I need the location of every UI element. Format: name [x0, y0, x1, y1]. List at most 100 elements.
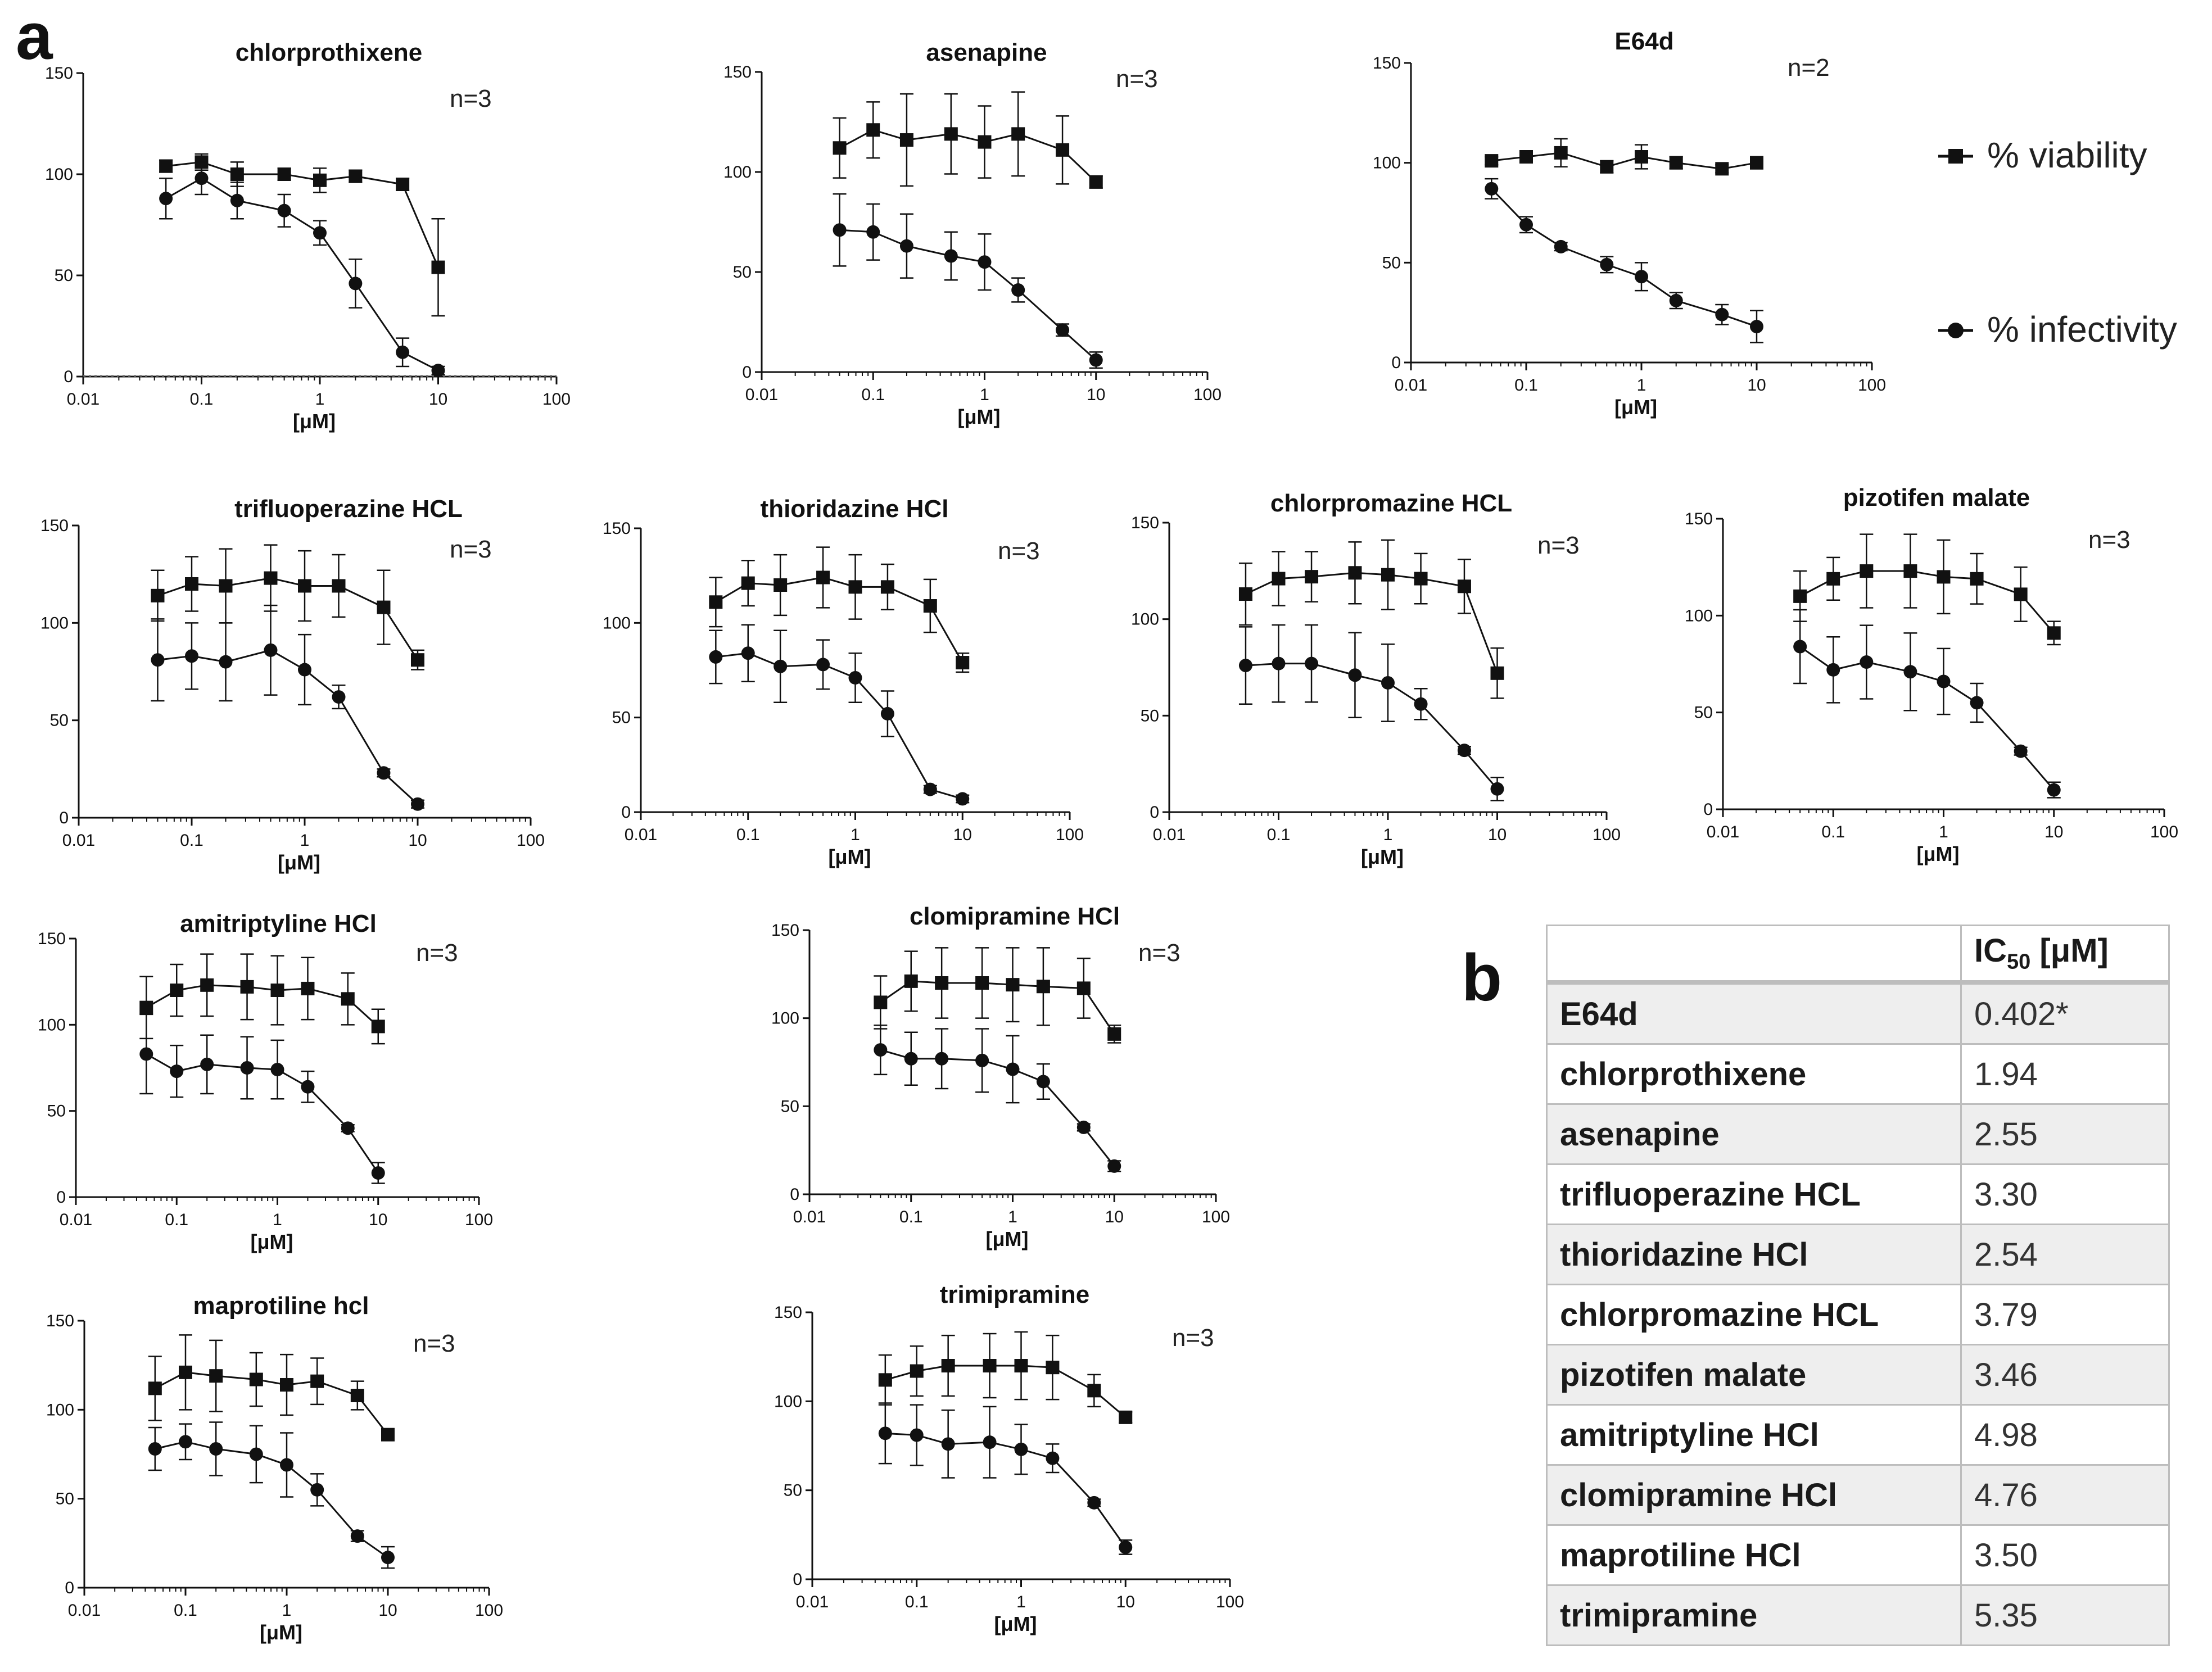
table-cell-drug: thioridazine HCl [1546, 1224, 1962, 1285]
series-infectivity [139, 1013, 385, 1184]
x-tick-label: 100 [1858, 376, 1886, 395]
data-point-circle [2047, 783, 2061, 797]
data-point-square [975, 976, 989, 990]
data-point-circle [1457, 744, 1471, 758]
table-cell-drug: maprotiline HCl [1546, 1524, 1962, 1586]
data-point-circle [249, 1447, 263, 1461]
data-point-square [1272, 572, 1286, 586]
data-point-square [411, 653, 424, 667]
data-point-circle [899, 239, 913, 253]
x-tick-label: 10 [369, 1211, 387, 1229]
data-point-square [899, 133, 913, 147]
data-point-square [1014, 1359, 1028, 1372]
y-tick-label: 50 [50, 712, 69, 730]
ic50-table: IC50 [μM] E64d 0.402* chlorprothixene 1.94… [1546, 925, 2170, 1646]
series-viability [159, 153, 445, 317]
x-tick-label: 1 [1383, 826, 1393, 844]
ic50-header-unit: [μM] [2030, 932, 2109, 969]
data-point-square [240, 980, 254, 994]
chart-0: chlorprothixene n=3 0 50 100 150 0.01 0.1 1 10 100… [45, 39, 571, 433]
data-point-circle [277, 203, 291, 218]
y-tick-label: 100 [1685, 606, 1713, 625]
y-tick-label: 100 [38, 1016, 66, 1034]
data-point-square [350, 1389, 364, 1402]
ic50-table-header: IC50 [μM] [1546, 925, 2170, 985]
x-tick-label: 1 [851, 826, 860, 844]
data-point-circle [1381, 676, 1395, 690]
data-point-circle [866, 225, 880, 239]
x-tick-label: 0.1 [174, 1601, 197, 1620]
data-point-square [1793, 589, 1807, 603]
data-point-circle [371, 1166, 385, 1180]
y-tick-label: 0 [1391, 354, 1401, 372]
data-point-square [1635, 150, 1648, 164]
data-point-circle [1272, 656, 1286, 670]
series-line [880, 1049, 1115, 1167]
series-viability [1238, 539, 1504, 699]
y-tick-label: 150 [45, 64, 73, 83]
x-tick-label: 1 [300, 831, 310, 850]
series-infectivity [151, 604, 424, 811]
table-cell-drug: chlorprothixene [1546, 1043, 1962, 1105]
data-point-circle [179, 1435, 192, 1449]
series-infectivity [833, 193, 1103, 369]
x-axis-label: [μM] [278, 851, 320, 874]
data-point-circle [880, 706, 894, 721]
data-point-square [2014, 587, 2028, 601]
x-tick-label: 100 [517, 831, 545, 850]
panel-label-a: a [16, 0, 53, 74]
y-tick-label: 150 [1685, 510, 1713, 528]
data-point-square [983, 1359, 997, 1372]
data-point-square [1107, 1027, 1121, 1041]
data-point-circle [848, 670, 862, 685]
data-point-circle [978, 255, 992, 269]
data-point-circle [349, 277, 363, 291]
table-cell-drug: trimipramine [1546, 1584, 1962, 1646]
data-point-square [1087, 1384, 1101, 1398]
data-point-circle [280, 1458, 293, 1472]
y-tick-label: 100 [46, 1401, 74, 1419]
y-tick-label: 100 [40, 614, 69, 632]
y-tick-label: 0 [621, 803, 631, 822]
data-point-circle [230, 193, 244, 207]
x-tick-label: 1 [1939, 823, 1948, 841]
x-axis-label: [μM] [1614, 396, 1657, 419]
data-point-square [310, 1374, 324, 1388]
y-tick-label: 0 [790, 1185, 799, 1204]
data-point-square [270, 984, 284, 997]
data-point-circle [1793, 640, 1807, 654]
data-point-square [1006, 978, 1020, 992]
data-point-circle [185, 649, 198, 663]
data-point-circle [1485, 182, 1499, 196]
data-point-square [280, 1378, 293, 1392]
table-cell-ic50: 3.50 [1960, 1524, 2170, 1586]
data-point-circle [1348, 668, 1362, 682]
data-point-square [1238, 587, 1252, 601]
series-viability [1793, 533, 2061, 646]
chart-7: amitriptyline HCl n=3 0 50 100 150 0.01 0.1 1 10 1… [38, 910, 493, 1253]
x-tick-label: 1 [273, 1211, 282, 1229]
series-viability [148, 1334, 395, 1442]
chart-n-label: n=2 [1788, 54, 1830, 81]
data-point-circle [944, 249, 958, 263]
series-infectivity [878, 1402, 1133, 1555]
y-tick-label: 0 [65, 1579, 74, 1597]
table-cell-drug: E64d [1546, 981, 1962, 1045]
series-line [165, 177, 439, 371]
table-cell-ic50: 2.54 [1960, 1224, 2170, 1285]
data-point-square [1600, 160, 1614, 174]
chart-6: pizotifen malate n=3 0 50 100 150 0.01 0.1 1 10 10… [1685, 484, 2178, 866]
data-point-circle [1107, 1159, 1121, 1173]
data-point-circle [377, 766, 391, 780]
data-point-square [148, 1381, 162, 1395]
data-point-square [1381, 568, 1395, 582]
data-point-circle [148, 1442, 162, 1456]
data-point-square [709, 595, 723, 609]
y-tick-label: 150 [723, 63, 752, 81]
data-point-square [1903, 564, 1917, 578]
y-tick-label: 100 [603, 614, 631, 632]
chart-title: maprotiline hcl [193, 1292, 369, 1320]
x-tick-label: 0.01 [1707, 823, 1739, 841]
chart-10: trimipramine n=3 0 50 100 150 0.01 0.1 1 10 100 [μM… [774, 1281, 1244, 1635]
chart-title: clomipramine HCl [910, 903, 1120, 930]
